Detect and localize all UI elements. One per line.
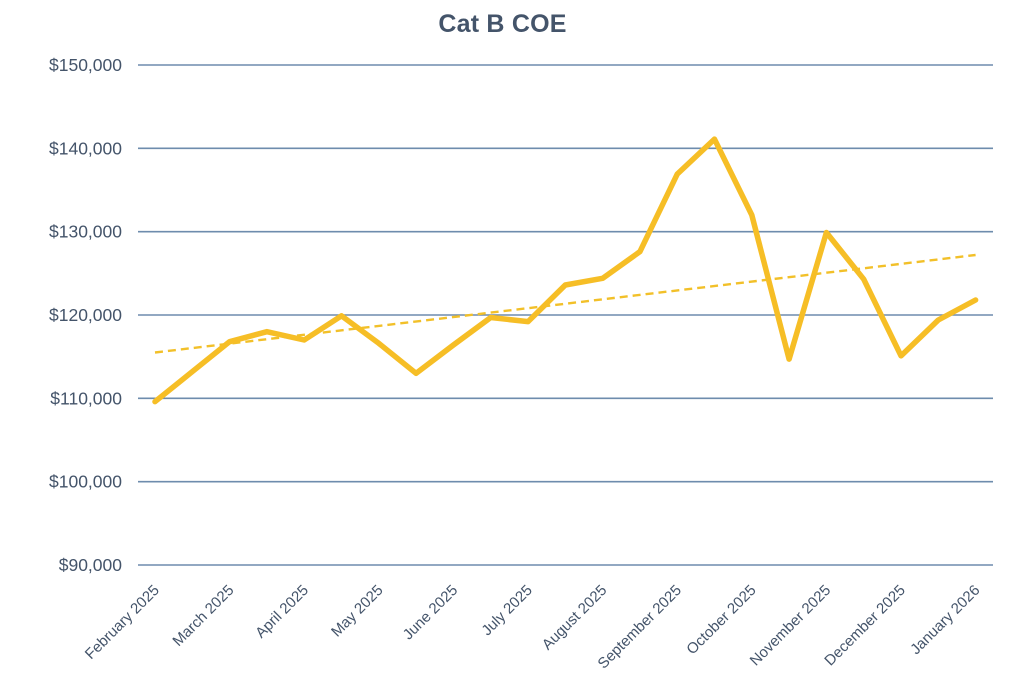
x-axis-tick-label: January 2026 xyxy=(907,582,983,658)
x-axis-tick-label: February 2025 xyxy=(82,582,163,663)
y-axis-tick-label: $120,000 xyxy=(49,305,122,325)
y-axis-tick-label: $150,000 xyxy=(49,55,122,75)
y-axis-tick-label: $90,000 xyxy=(59,555,123,575)
x-axis-tick-label: December 2025 xyxy=(821,582,908,669)
y-axis-tick-label: $100,000 xyxy=(49,472,122,492)
y-axis-tick-label: $130,000 xyxy=(49,222,122,242)
x-axis-tick-label: October 2025 xyxy=(683,582,759,658)
y-axis-tick-label: $140,000 xyxy=(49,138,122,158)
x-axis-tick-label: April 2025 xyxy=(252,582,312,642)
y-axis-tick-label: $110,000 xyxy=(50,388,122,408)
x-axis-tick-label: May 2025 xyxy=(328,582,387,641)
series-line xyxy=(152,136,979,405)
x-axis-tick-label: August 2025 xyxy=(539,582,611,654)
trendline xyxy=(154,253,976,354)
x-axis-tick-label: July 2025 xyxy=(478,582,535,639)
x-axis-tick-label: June 2025 xyxy=(400,582,462,644)
x-axis-tick-label: March 2025 xyxy=(169,582,237,650)
chart-title: Cat B COE xyxy=(438,10,567,38)
